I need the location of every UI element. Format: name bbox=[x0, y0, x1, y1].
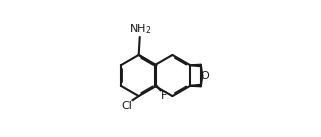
Text: NH$_2$: NH$_2$ bbox=[129, 23, 152, 36]
Text: Cl: Cl bbox=[121, 101, 132, 111]
Text: O: O bbox=[201, 71, 209, 81]
Text: F: F bbox=[161, 91, 168, 101]
